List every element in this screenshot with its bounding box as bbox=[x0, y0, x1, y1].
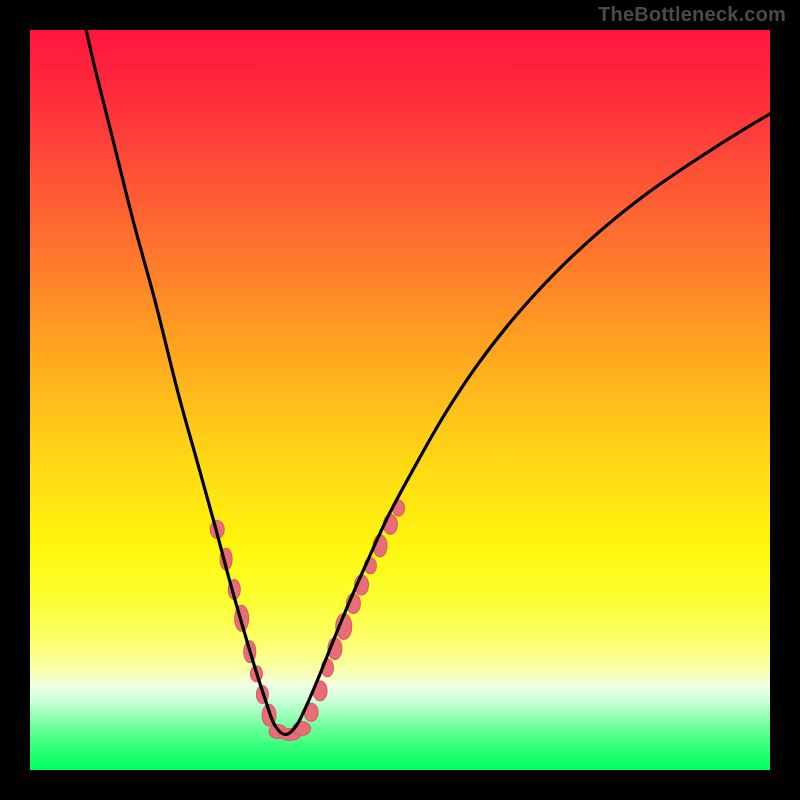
chart-svg bbox=[30, 30, 770, 770]
gradient-background bbox=[30, 30, 770, 770]
chart-root: TheBottleneck.com bbox=[0, 0, 800, 800]
watermark-label: TheBottleneck.com bbox=[598, 4, 786, 27]
plot-area bbox=[30, 30, 770, 770]
